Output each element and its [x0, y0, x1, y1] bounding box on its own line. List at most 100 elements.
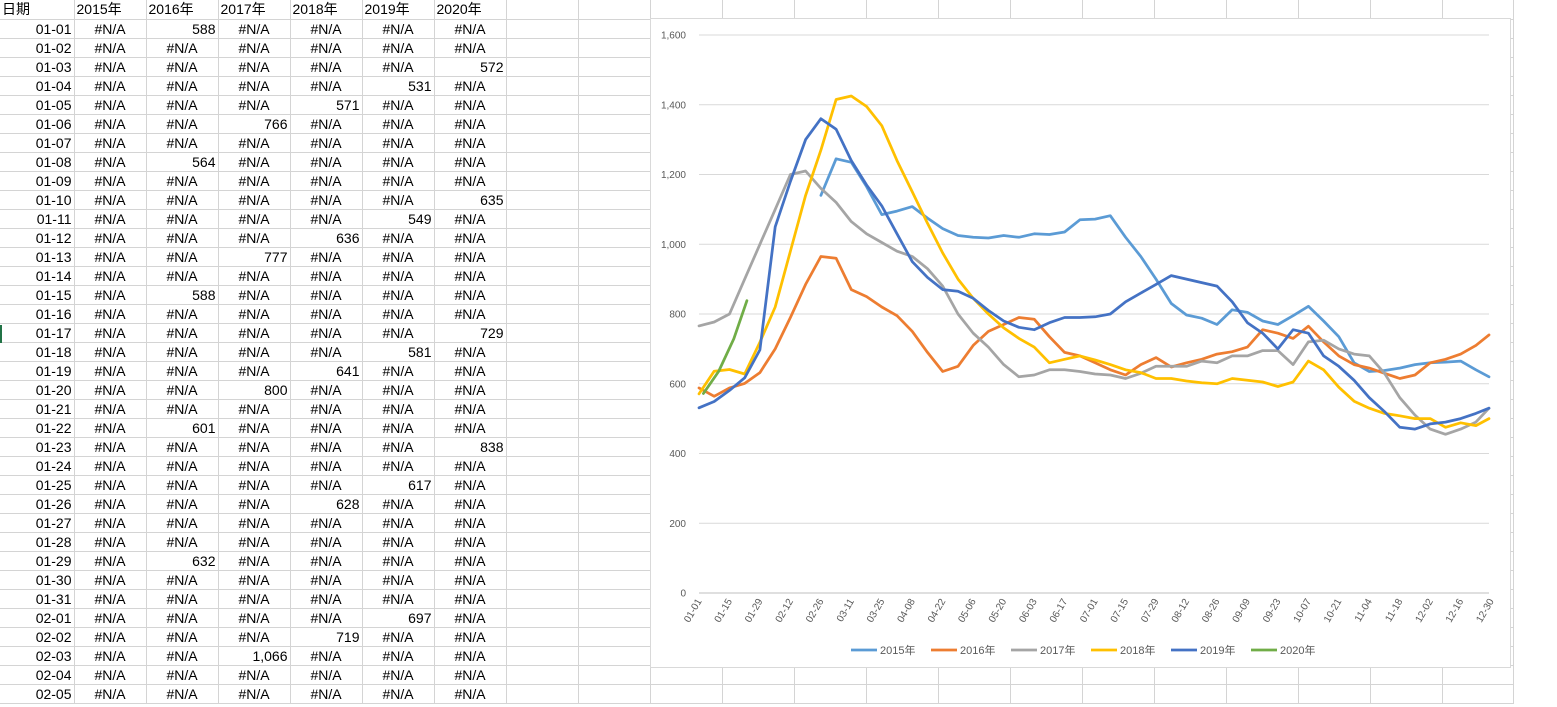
value-cell[interactable]: #N/A: [434, 152, 507, 172]
value-cell[interactable]: #N/A: [146, 684, 219, 704]
value-cell[interactable]: #N/A: [290, 475, 363, 495]
empty-cell[interactable]: [506, 380, 579, 400]
value-cell[interactable]: #N/A: [146, 247, 219, 267]
empty-cell[interactable]: [578, 95, 651, 115]
value-cell[interactable]: #N/A: [290, 38, 363, 58]
value-cell[interactable]: 628: [290, 494, 363, 514]
value-cell[interactable]: #N/A: [146, 171, 219, 191]
value-cell[interactable]: #N/A: [362, 437, 435, 457]
empty-cell[interactable]: [650, 665, 723, 685]
value-cell[interactable]: #N/A: [146, 494, 219, 514]
empty-cell[interactable]: [578, 532, 651, 552]
date-cell[interactable]: 01-03: [0, 57, 75, 77]
value-cell[interactable]: #N/A: [290, 570, 363, 590]
value-cell[interactable]: #N/A: [218, 38, 291, 58]
value-cell[interactable]: #N/A: [218, 323, 291, 343]
value-cell[interactable]: #N/A: [290, 608, 363, 628]
value-cell[interactable]: #N/A: [434, 19, 507, 39]
value-cell[interactable]: #N/A: [434, 665, 507, 685]
empty-cell[interactable]: [578, 171, 651, 191]
empty-cell[interactable]: [1010, 0, 1083, 20]
value-cell[interactable]: #N/A: [218, 171, 291, 191]
value-cell[interactable]: 601: [146, 418, 219, 438]
value-cell[interactable]: #N/A: [218, 475, 291, 495]
value-cell[interactable]: #N/A: [290, 665, 363, 685]
value-cell[interactable]: #N/A: [434, 95, 507, 115]
empty-cell[interactable]: [578, 608, 651, 628]
date-cell[interactable]: 01-19: [0, 361, 75, 381]
value-cell[interactable]: #N/A: [290, 304, 363, 324]
empty-cell[interactable]: [578, 152, 651, 172]
date-cell[interactable]: 02-05: [0, 684, 75, 704]
date-cell[interactable]: 01-16: [0, 304, 75, 324]
value-cell[interactable]: #N/A: [290, 456, 363, 476]
value-cell[interactable]: #N/A: [74, 38, 147, 58]
value-cell[interactable]: 617: [362, 475, 435, 495]
date-cell[interactable]: 01-25: [0, 475, 75, 495]
value-cell[interactable]: #N/A: [218, 627, 291, 647]
value-cell[interactable]: #N/A: [74, 266, 147, 286]
value-cell[interactable]: #N/A: [434, 361, 507, 381]
value-cell[interactable]: #N/A: [290, 380, 363, 400]
empty-cell[interactable]: [506, 475, 579, 495]
line-chart[interactable]: 0 200 400 600 800 1,000 1,200 1,400 1,600 01-01 01…: [650, 18, 1511, 668]
empty-cell[interactable]: [1370, 665, 1443, 685]
empty-cell[interactable]: [650, 0, 723, 20]
date-cell[interactable]: 01-30: [0, 570, 75, 590]
empty-cell[interactable]: [578, 57, 651, 77]
value-cell[interactable]: #N/A: [362, 551, 435, 571]
empty-cell[interactable]: [1154, 684, 1227, 704]
value-cell[interactable]: #N/A: [218, 532, 291, 552]
value-cell[interactable]: #N/A: [434, 228, 507, 248]
value-cell[interactable]: #N/A: [146, 323, 219, 343]
empty-cell[interactable]: [578, 114, 651, 134]
empty-cell[interactable]: [1298, 665, 1371, 685]
value-cell[interactable]: #N/A: [218, 95, 291, 115]
date-cell[interactable]: 01-26: [0, 494, 75, 514]
value-cell[interactable]: #N/A: [434, 76, 507, 96]
empty-cell[interactable]: [578, 190, 651, 210]
header-cell[interactable]: 2015年: [74, 0, 147, 20]
empty-cell[interactable]: [506, 361, 579, 381]
value-cell[interactable]: #N/A: [290, 57, 363, 77]
empty-cell[interactable]: [506, 285, 579, 305]
value-cell[interactable]: #N/A: [146, 627, 219, 647]
empty-cell[interactable]: [1082, 684, 1155, 704]
value-cell[interactable]: #N/A: [74, 532, 147, 552]
date-cell[interactable]: 01-22: [0, 418, 75, 438]
value-cell[interactable]: #N/A: [290, 114, 363, 134]
empty-cell[interactable]: [506, 266, 579, 286]
empty-cell[interactable]: [938, 0, 1011, 20]
value-cell[interactable]: #N/A: [74, 190, 147, 210]
date-cell[interactable]: 01-18: [0, 342, 75, 362]
empty-cell[interactable]: [578, 494, 651, 514]
empty-cell[interactable]: [578, 285, 651, 305]
value-cell[interactable]: #N/A: [362, 589, 435, 609]
value-cell[interactable]: #N/A: [74, 646, 147, 666]
empty-cell[interactable]: [578, 361, 651, 381]
value-cell[interactable]: #N/A: [434, 209, 507, 229]
value-cell[interactable]: #N/A: [218, 209, 291, 229]
date-cell[interactable]: 01-12: [0, 228, 75, 248]
date-cell[interactable]: 01-20: [0, 380, 75, 400]
value-cell[interactable]: #N/A: [362, 513, 435, 533]
value-cell[interactable]: #N/A: [434, 342, 507, 362]
value-cell[interactable]: #N/A: [218, 361, 291, 381]
date-cell[interactable]: 01-08: [0, 152, 75, 172]
empty-cell[interactable]: [1154, 665, 1227, 685]
value-cell[interactable]: #N/A: [74, 684, 147, 704]
empty-cell[interactable]: [506, 133, 579, 153]
empty-cell[interactable]: [578, 513, 651, 533]
empty-cell[interactable]: [578, 228, 651, 248]
date-cell[interactable]: 01-09: [0, 171, 75, 191]
value-cell[interactable]: 581: [362, 342, 435, 362]
value-cell[interactable]: #N/A: [74, 133, 147, 153]
header-cell[interactable]: 日期: [0, 0, 75, 20]
value-cell[interactable]: #N/A: [290, 399, 363, 419]
empty-cell[interactable]: [506, 323, 579, 343]
value-cell[interactable]: #N/A: [434, 475, 507, 495]
date-cell[interactable]: 02-01: [0, 608, 75, 628]
value-cell[interactable]: #N/A: [290, 418, 363, 438]
empty-cell[interactable]: [1370, 0, 1443, 20]
value-cell[interactable]: #N/A: [74, 19, 147, 39]
